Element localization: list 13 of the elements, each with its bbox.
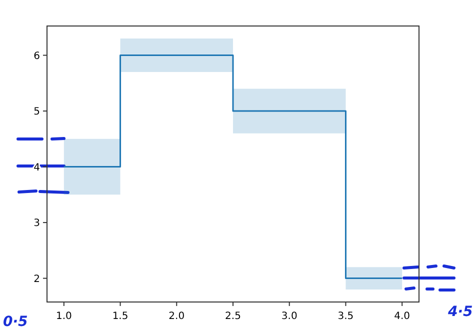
y-tick-label: 6 — [34, 50, 40, 62]
x-tick-label: 1.5 — [112, 311, 128, 322]
x-tick-label: 3.0 — [281, 311, 298, 322]
x-tick-label: 3.5 — [338, 311, 354, 322]
text: 4·5 — [447, 304, 474, 320]
x-tick-label: 1.0 — [56, 311, 72, 322]
x-tick-label: 4.0 — [394, 311, 410, 322]
x-tick-label: 2.0 — [168, 311, 185, 322]
y-tick-label: 5 — [34, 106, 40, 118]
text: 0·5 — [3, 314, 28, 328]
y-tick-label: 2 — [34, 274, 40, 285]
x-tick-label: 2.5 — [225, 311, 241, 322]
y-tick-label: 3 — [34, 218, 40, 230]
